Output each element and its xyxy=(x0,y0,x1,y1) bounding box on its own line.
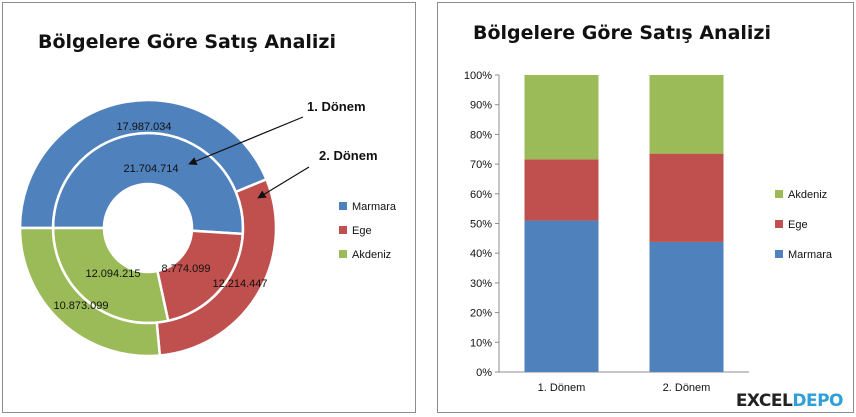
bar-segment-akdeniz-1 xyxy=(524,75,599,160)
legend-label-ege: Ege xyxy=(788,219,808,231)
y-tick-label: 80% xyxy=(470,129,492,141)
doughnut-data-label: 12.094.215 xyxy=(85,268,140,280)
legend-label-marmara: Marmara xyxy=(352,201,397,213)
y-tick-label: 90% xyxy=(470,100,492,112)
annotation-period-2: 2. Dönem xyxy=(319,148,378,163)
doughnut-chart-title: Bölgelere Göre Satış Analizi xyxy=(38,31,336,53)
legend-label-marmara: Marmara xyxy=(788,249,833,261)
y-tick-label: 50% xyxy=(470,219,492,231)
y-tick-label: 40% xyxy=(470,248,492,260)
y-tick-label: 0% xyxy=(476,367,492,379)
doughnut-slice-marmara-2 xyxy=(18,98,269,230)
y-tick-label: 20% xyxy=(470,308,492,320)
x-tick-label: 2. Dönem xyxy=(663,382,711,394)
legend-label-akdeniz: Akdeniz xyxy=(788,189,827,201)
doughnut-chart-panel: Bölgelere Göre Satış Analizi 21.704.714 8… xyxy=(2,2,416,413)
logo-highlight: DEPO xyxy=(792,391,843,411)
bar-chart-title: Bölgelere Göre Satış Analizi xyxy=(473,22,771,44)
x-tick-label: 1. Dönem xyxy=(538,382,586,394)
bar-segment-ege-2 xyxy=(649,153,724,242)
doughnut-data-label: 10.873.099 xyxy=(53,300,108,312)
doughnut-slice-akdeniz-2 xyxy=(18,226,162,358)
annotation-period-1: 1. Dönem xyxy=(307,99,366,114)
bar-segment-akdeniz-2 xyxy=(649,75,724,154)
doughnut-chart: 21.704.714 8.774.099 12.094.215 17.987.034 1… xyxy=(18,98,397,358)
annotation-arrow-1 xyxy=(188,116,304,166)
y-tick-label: 10% xyxy=(470,337,492,349)
legend-swatch-marmara xyxy=(775,250,783,258)
stacked-bar-chart-panel: Bölgelere Göre Satış Analizi 0% 10% 20% 30%… xyxy=(437,2,854,413)
legend-swatch-marmara xyxy=(339,202,347,210)
legend-swatch-akdeniz xyxy=(339,250,347,258)
doughnut-data-label: 12.214.447 xyxy=(212,278,267,290)
doughnut-data-label: 21.704.714 xyxy=(123,163,178,175)
legend-label-ege: Ege xyxy=(352,225,372,237)
legend-swatch-ege xyxy=(775,220,783,228)
stacked-bar-chart: 0% 10% 20% 30% 40% 50% 60% 70% 80% 90% 100% 1. Döne… xyxy=(464,70,833,394)
doughnut-data-label: 8.774.099 xyxy=(162,263,211,275)
y-tick-label: 30% xyxy=(470,278,492,290)
excel-depo-logo: EXCELDEPO xyxy=(735,391,844,411)
logo-prefix: EXCEL xyxy=(735,391,793,411)
y-tick-label: 100% xyxy=(464,70,492,82)
legend-swatch-ege xyxy=(339,226,347,234)
bar-segment-marmara-2 xyxy=(649,241,724,372)
y-tick-label: 70% xyxy=(470,159,492,171)
y-tick-label: 60% xyxy=(470,189,492,201)
bar-segment-marmara-1 xyxy=(524,220,599,372)
legend-swatch-akdeniz xyxy=(775,190,783,198)
legend-label-akdeniz: Akdeniz xyxy=(352,249,391,261)
annotation-arrow-2 xyxy=(257,166,310,199)
bar-segment-ege-1 xyxy=(524,159,599,221)
doughnut-data-label: 17.987.034 xyxy=(116,121,171,133)
